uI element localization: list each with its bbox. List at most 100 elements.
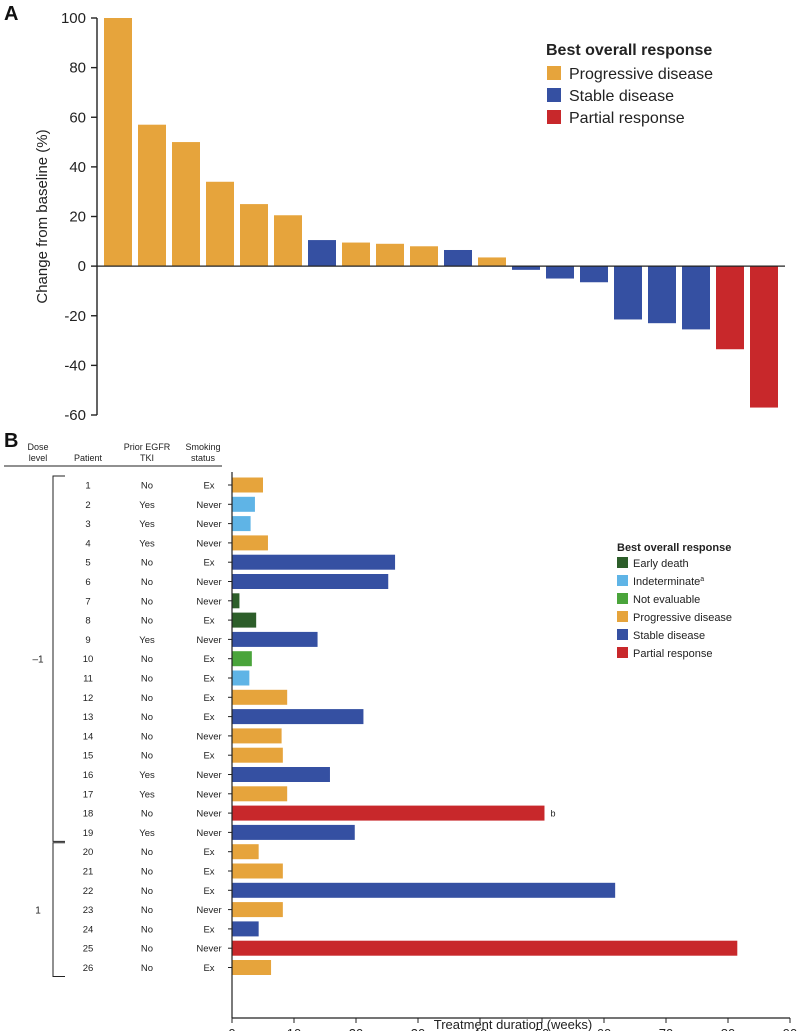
legend-label-text: Partial response xyxy=(633,648,713,660)
duration-bar xyxy=(232,670,250,686)
smoking-value: Ex xyxy=(203,886,214,897)
patient-id: 20 xyxy=(83,847,94,858)
waterfall-bar xyxy=(206,181,234,267)
y-tick-label: 40 xyxy=(69,159,86,176)
y-tick-label: -40 xyxy=(64,357,86,374)
patient-id: 7 xyxy=(85,596,90,607)
duration-bar xyxy=(232,728,282,744)
legend-label: Not evaluable xyxy=(633,594,700,606)
patient-id: 16 xyxy=(83,770,94,781)
duration-bar xyxy=(232,863,283,879)
x-tick-label: 40 xyxy=(473,1026,487,1031)
prior-tki-value: No xyxy=(141,674,153,685)
patient-id: 12 xyxy=(83,693,94,704)
prior-tki-value: No xyxy=(141,596,153,607)
waterfall-bar xyxy=(682,266,710,330)
panel-b-label: B xyxy=(4,430,18,452)
waterfall-bar xyxy=(376,243,404,267)
prior-tki-value: No xyxy=(141,963,153,974)
header-patient: Patient xyxy=(74,453,103,463)
waterfall-bar xyxy=(614,266,642,320)
patient-id: 3 xyxy=(85,519,90,530)
smoking-value: Never xyxy=(196,635,221,646)
smoking-value: Ex xyxy=(203,751,214,762)
patient-id: 6 xyxy=(85,577,90,588)
smoking-value: Never xyxy=(196,905,221,916)
smoking-value: Ex xyxy=(203,924,214,935)
patient-id: 25 xyxy=(83,944,94,955)
legend-label: Partial response xyxy=(569,110,685,127)
prior-tki-value: Yes xyxy=(139,519,155,530)
x-tick-label: 70 xyxy=(659,1026,673,1031)
y-tick-label: 80 xyxy=(69,60,86,77)
legend-label: Stable disease xyxy=(569,88,674,105)
legend-title: Best overall response xyxy=(617,542,731,554)
legend-label-text: Early death xyxy=(633,558,689,570)
patient-id: 17 xyxy=(83,789,94,800)
prior-tki-value: Yes xyxy=(139,500,155,511)
smoking-value: Ex xyxy=(203,867,214,878)
smoking-value: Never xyxy=(196,731,221,742)
smoking-value: Never xyxy=(196,577,221,588)
waterfall-bar xyxy=(240,204,268,267)
waterfall-bar xyxy=(580,266,608,283)
patient-id: 26 xyxy=(83,963,94,974)
duration-bar xyxy=(232,844,259,860)
patient-id: 1 xyxy=(85,481,90,492)
x-tick-label: 30 xyxy=(411,1026,425,1031)
legend-label: Stable disease xyxy=(633,630,705,642)
dose-level-label: 1 xyxy=(35,906,41,917)
smoking-value: Ex xyxy=(203,481,214,492)
duration-bar xyxy=(232,651,252,667)
dose-bracket xyxy=(52,842,65,977)
prior-tki-value: No xyxy=(141,654,153,665)
legend-swatch xyxy=(617,629,628,640)
smoking-value: Ex xyxy=(203,712,214,723)
x-tick-label: 50 xyxy=(535,1026,549,1031)
duration-bar xyxy=(232,709,364,725)
smoking-value: Never xyxy=(196,596,221,607)
header-level: level xyxy=(29,453,48,463)
duration-bar xyxy=(232,516,251,532)
duration-bar xyxy=(232,554,396,570)
smoking-value: Ex xyxy=(203,654,214,665)
duration-bar xyxy=(232,882,616,898)
waterfall-bar xyxy=(716,266,744,350)
duration-bar xyxy=(232,496,255,512)
smoking-value: Never xyxy=(196,828,221,839)
legend-label-text: Progressive disease xyxy=(633,612,732,624)
legend-label-text: Stable disease xyxy=(633,630,705,642)
smoking-value: Ex xyxy=(203,616,214,627)
patient-id: 8 xyxy=(85,616,90,627)
legend-label: Progressive disease xyxy=(569,66,713,83)
patient-id: 4 xyxy=(85,538,90,549)
prior-tki-value: No xyxy=(141,809,153,820)
waterfall-bar xyxy=(546,266,574,279)
waterfall-bar xyxy=(138,124,166,267)
waterfall-bar xyxy=(342,242,370,267)
smoking-value: Never xyxy=(196,519,221,530)
header-status: status xyxy=(191,453,216,463)
smoking-value: Never xyxy=(196,944,221,955)
legend-swatch xyxy=(617,575,628,586)
y-tick-label: 20 xyxy=(69,209,86,226)
duration-bar xyxy=(232,902,283,918)
waterfall-bar xyxy=(410,246,438,267)
dose-bracket xyxy=(52,475,65,842)
x-tick-label: 60 xyxy=(597,1026,611,1031)
duration-bar xyxy=(232,960,272,975)
prior-tki-value: No xyxy=(141,905,153,916)
legend-swatch xyxy=(617,557,628,568)
duration-bar xyxy=(232,612,257,628)
smoking-value: Ex xyxy=(203,963,214,974)
waterfall-bar xyxy=(444,249,472,267)
waterfall-bar xyxy=(104,18,132,267)
patient-id: 11 xyxy=(83,674,93,685)
duration-bar xyxy=(232,786,288,802)
legend-label: Early death xyxy=(633,558,689,570)
legend-swatch xyxy=(617,611,628,622)
header-tki: TKI xyxy=(140,453,154,463)
duration-bar xyxy=(232,747,283,763)
patient-id: 22 xyxy=(83,886,94,897)
